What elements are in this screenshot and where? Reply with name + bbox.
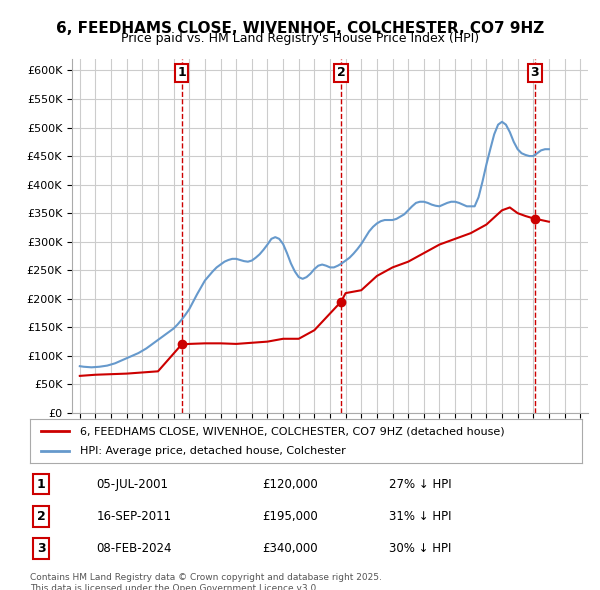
Text: 16-SEP-2011: 16-SEP-2011 [96,510,172,523]
Text: 1: 1 [177,66,186,79]
Text: 31% ↓ HPI: 31% ↓ HPI [389,510,451,523]
Text: 6, FEEDHAMS CLOSE, WIVENHOE, COLCHESTER, CO7 9HZ (detached house): 6, FEEDHAMS CLOSE, WIVENHOE, COLCHESTER,… [80,427,505,436]
Text: 30% ↓ HPI: 30% ↓ HPI [389,542,451,555]
Text: 1: 1 [37,478,46,491]
Text: £120,000: £120,000 [262,478,317,491]
Text: 05-JUL-2001: 05-JUL-2001 [96,478,168,491]
Text: Contains HM Land Registry data © Crown copyright and database right 2025.
This d: Contains HM Land Registry data © Crown c… [30,573,382,590]
Text: 2: 2 [37,510,46,523]
Text: 3: 3 [530,66,539,79]
Text: 6, FEEDHAMS CLOSE, WIVENHOE, COLCHESTER, CO7 9HZ: 6, FEEDHAMS CLOSE, WIVENHOE, COLCHESTER,… [56,21,544,35]
Text: HPI: Average price, detached house, Colchester: HPI: Average price, detached house, Colc… [80,446,346,455]
Text: 27% ↓ HPI: 27% ↓ HPI [389,478,451,491]
Text: 3: 3 [37,542,46,555]
Text: £195,000: £195,000 [262,510,317,523]
Text: 2: 2 [337,66,346,79]
Text: 08-FEB-2024: 08-FEB-2024 [96,542,172,555]
Text: £340,000: £340,000 [262,542,317,555]
Text: Price paid vs. HM Land Registry's House Price Index (HPI): Price paid vs. HM Land Registry's House … [121,32,479,45]
